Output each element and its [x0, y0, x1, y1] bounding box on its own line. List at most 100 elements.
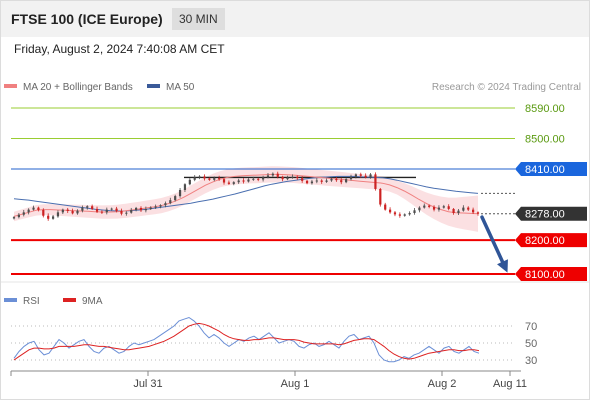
x-tick-label: Jul 31: [133, 378, 162, 390]
candle-body: [42, 209, 45, 216]
level-tag-8200.00: [515, 233, 587, 248]
ma50-legend-label: MA 50: [166, 82, 195, 93]
forecast-arrow: [480, 215, 508, 273]
candle-body: [51, 216, 55, 219]
level-label-8278.00: 8278.00: [525, 209, 565, 221]
rsi-tick-70: 70: [525, 321, 537, 333]
candle-body: [257, 178, 260, 180]
x-tick-label: Aug 11: [493, 378, 527, 390]
candle-body: [364, 175, 367, 178]
candle-body: [183, 184, 187, 190]
level-label-8200.00: 8200.00: [525, 235, 565, 247]
rsi-line: [13, 316, 480, 363]
candle-body: [462, 207, 465, 211]
candle-body: [345, 179, 348, 183]
candle-body: [154, 206, 157, 208]
candle-body: [149, 207, 152, 209]
candle-body: [32, 207, 35, 210]
ma20-line: [13, 173, 479, 217]
candle-body: [310, 181, 314, 184]
candle-body: [81, 207, 84, 211]
candle-body: [369, 174, 372, 178]
candle-body: [442, 206, 445, 208]
candle-body: [388, 209, 392, 213]
candle-body: [403, 214, 406, 216]
level-tag-8278.00: [515, 206, 587, 221]
chart-canvas: MA 20 + Bollinger Bands MA 50 Research ©…: [1, 82, 589, 390]
candle-body: [384, 204, 387, 210]
candle-body: [232, 182, 235, 184]
candle-body: [130, 209, 133, 213]
candle-body: [325, 180, 328, 182]
candle-body: [301, 178, 304, 181]
candle-body: [340, 180, 343, 183]
candle-body: [247, 179, 250, 182]
level-label-8590.00: 8590.00: [525, 103, 565, 115]
rsi-panel: 70 50 30: [11, 316, 537, 367]
candle-body: [120, 210, 123, 214]
interval-button[interactable]: 30 MIN: [172, 8, 225, 30]
candle-body: [418, 207, 421, 211]
candle-body: [222, 179, 226, 183]
level-tags: 8590.00 8500.00 8410.00 8278.00 8200.00 8100.…: [515, 103, 587, 281]
candle-body: [423, 205, 426, 208]
candle-body: [115, 208, 118, 211]
ma50-legend-swatch: [147, 84, 160, 88]
price-candles: [12, 171, 480, 221]
candle-body: [37, 207, 40, 210]
candle-body: [61, 209, 64, 213]
candle-body: [135, 207, 138, 210]
candle-body: [359, 174, 362, 176]
candle-body: [354, 174, 357, 177]
candle-body: [320, 180, 323, 182]
level-label-8410.00: 8410.00: [525, 164, 565, 176]
timestamp: Friday, August 2, 2024 7:40:08 AM CET: [14, 42, 225, 56]
candle-body: [17, 214, 20, 218]
candle-body: [261, 177, 265, 180]
candle-body: [315, 180, 318, 182]
level-tag-8100.00: [515, 267, 587, 281]
price-panel: 8590.00 8500.00 8410.00 8278.00 8200.00 8100.…: [11, 103, 587, 281]
bollinger-band: [14, 166, 478, 232]
candle-body: [276, 173, 279, 177]
candle-body: [476, 212, 480, 214]
x-axis: Jul 31 Aug 1 Aug 2 Aug 11: [10, 370, 527, 390]
candle-body: [169, 200, 172, 204]
candle-body: [398, 214, 401, 216]
forecast-arrow-head: [497, 259, 508, 273]
rsi-ma-line: [13, 322, 480, 361]
ma9-legend-label: 9MA: [82, 296, 103, 307]
ma20-legend-swatch: [4, 84, 17, 88]
candle-body: [447, 206, 450, 209]
candle-body: [330, 178, 333, 181]
candle-body: [242, 180, 245, 182]
candle-body: [159, 205, 162, 207]
ma9-legend-swatch: [63, 298, 76, 302]
price-legend: MA 20 + Bollinger Bands MA 50: [4, 82, 195, 93]
candle-body: [286, 177, 289, 180]
candle-body: [12, 217, 16, 219]
candle-body: [105, 209, 108, 213]
level-lines: [11, 107, 515, 275]
candle-body: [208, 178, 211, 180]
level-label-8100.00: 8100.00: [525, 269, 565, 281]
candle-body: [144, 208, 147, 211]
candle-body: [432, 206, 436, 210]
candle-body: [22, 212, 25, 215]
candle-body: [213, 178, 216, 180]
rsi-tick-50: 50: [525, 338, 537, 350]
candle-body: [198, 176, 201, 178]
candle-body: [76, 210, 79, 214]
candle-body: [91, 206, 94, 209]
candle-body: [188, 179, 191, 185]
candle-body: [56, 212, 60, 217]
candle-body: [413, 210, 416, 214]
ma20-legend-label: MA 20 + Bollinger Bands: [23, 82, 133, 93]
candle-body: [86, 206, 89, 208]
candle-body: [374, 174, 377, 189]
candle-body: [305, 180, 309, 184]
header-bar: FTSE 100 (ICE Europe) 30 MIN: [1, 1, 589, 37]
candle-body: [271, 173, 274, 176]
candle-body: [71, 210, 74, 214]
